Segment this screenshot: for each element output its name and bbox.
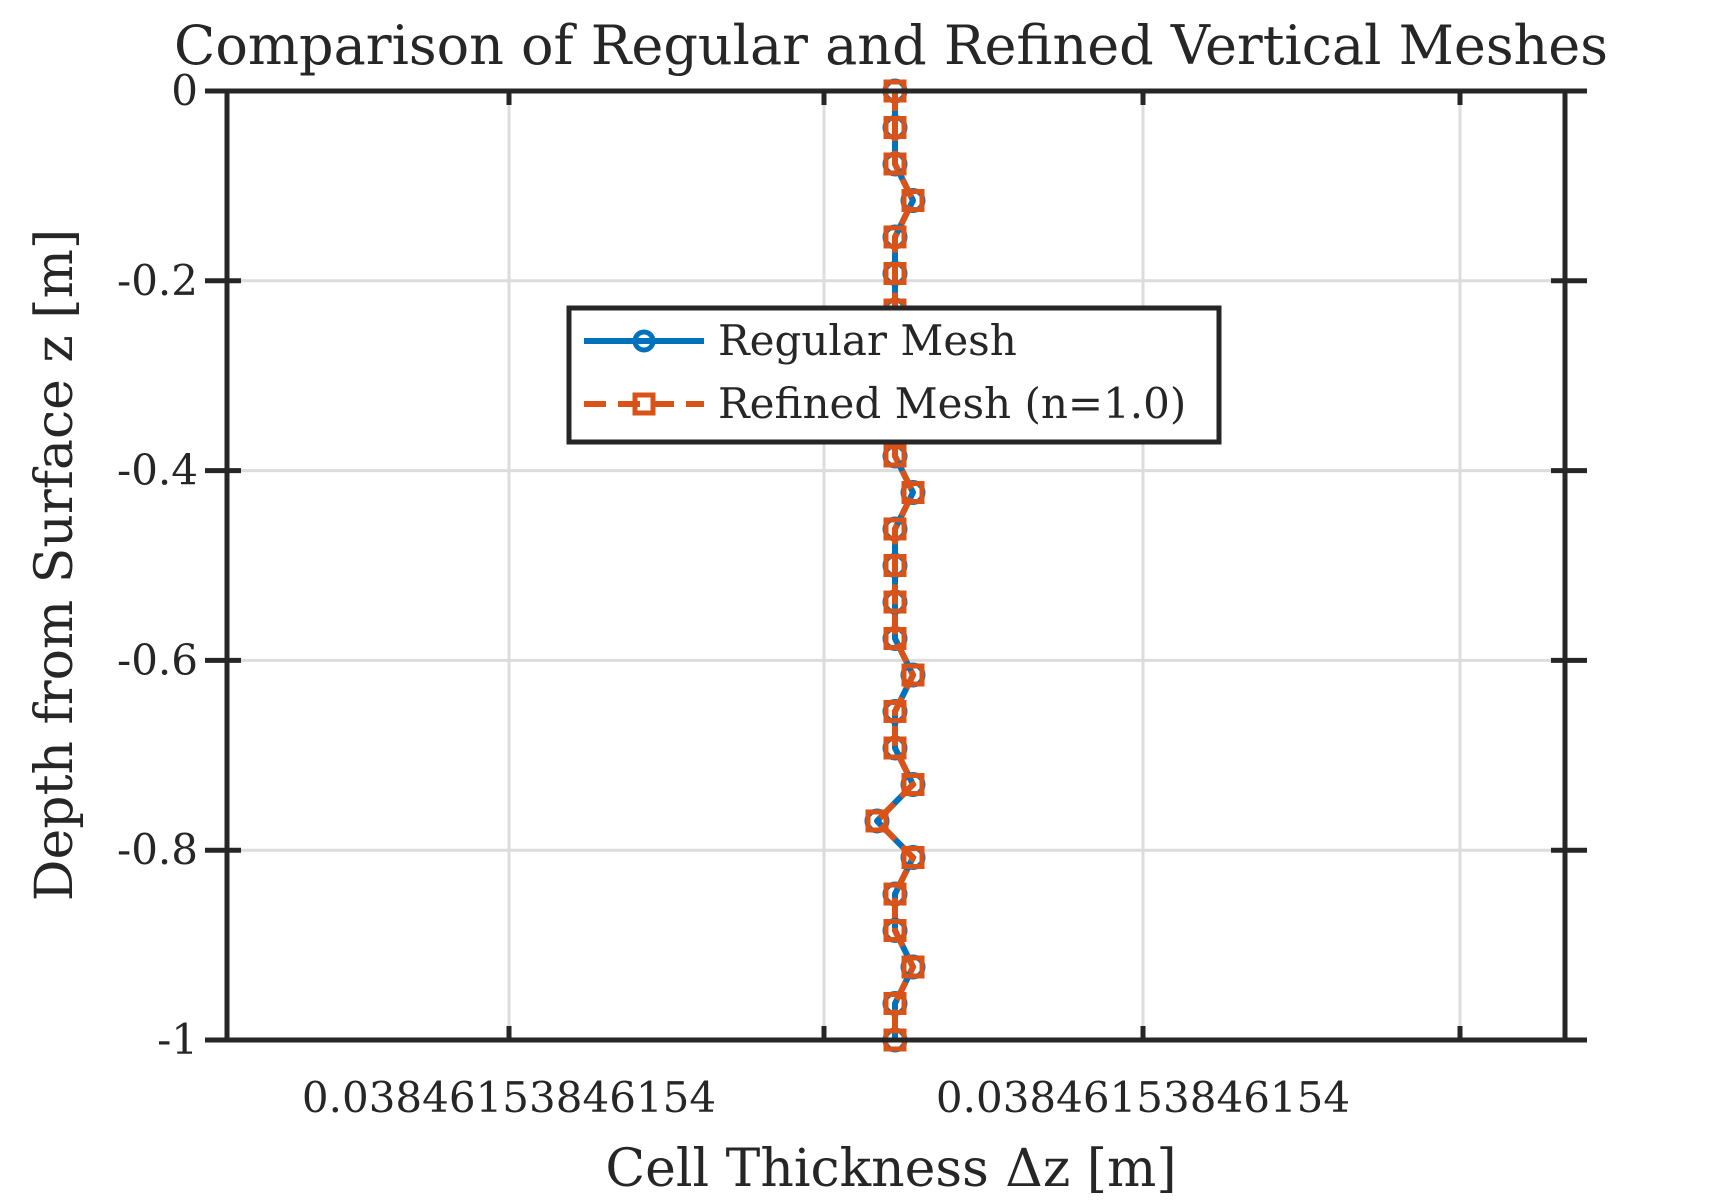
y-tick-label-5: -1 [157, 1015, 198, 1064]
y-tick-label-1: -0.2 [117, 256, 198, 305]
legend-marker-refined [632, 392, 656, 416]
x-axis-label: Cell Thickness Δz [m] [605, 1139, 1176, 1199]
point-refined-21 [901, 846, 925, 870]
point-refined-17 [883, 699, 907, 723]
point-refined-15 [883, 626, 907, 650]
point-refined-5 [883, 261, 907, 285]
y-tick-label-4: -0.8 [117, 825, 198, 874]
point-refined-2 [883, 152, 907, 176]
point-refined-22 [883, 882, 907, 906]
legend-label-refined: Refined Mesh (n=1.0) [718, 379, 1186, 428]
y-tick-label-3: -0.6 [117, 635, 198, 684]
point-refined-13 [883, 554, 907, 577]
point-refined-1 [883, 116, 907, 140]
ticks [205, 88, 1587, 1043]
point-refined-16 [901, 663, 925, 687]
x-tick-label-1: 0.03846153846154 [936, 1073, 1350, 1122]
series-line-refined [872, 91, 917, 1040]
y-tick-label-2: -0.4 [117, 446, 198, 495]
y-tick-label-0: 0 [171, 66, 198, 115]
chart-title: Comparison of Regular and Refined Vertic… [174, 14, 1608, 77]
legend-label-regular: Regular Mesh [718, 316, 1017, 365]
point-refined-18 [883, 736, 907, 760]
series-group [864, 78, 926, 1053]
point-refined-10 [883, 444, 907, 468]
legend: Regular Mesh Refined Mesh (n=1.0) [566, 305, 1222, 445]
point-refined-14 [883, 590, 907, 614]
x-tick-label-0: 0.03846153846154 [302, 1073, 716, 1122]
point-refined-24 [901, 955, 925, 979]
x-tick-labels: 0.03846153846154 0.03846153846154 [302, 1073, 1350, 1122]
y-tick-labels: 0 -0.2 -0.4 -0.6 -0.8 -1 [117, 66, 198, 1064]
point-refined-4 [883, 225, 907, 249]
y-axis-label: Depth from Surface z [m] [25, 229, 85, 901]
point-refined-11 [901, 481, 925, 505]
legend-box [566, 305, 1222, 445]
point-refined-25 [883, 991, 907, 1015]
point-refined-20 [865, 809, 889, 833]
legend-marker-regular [632, 329, 656, 353]
point-refined-12 [883, 517, 907, 541]
point-refined-23 [883, 918, 907, 942]
point-refined-3 [901, 189, 925, 213]
point-refined-19 [901, 773, 925, 797]
plot-frame [224, 88, 1568, 1043]
